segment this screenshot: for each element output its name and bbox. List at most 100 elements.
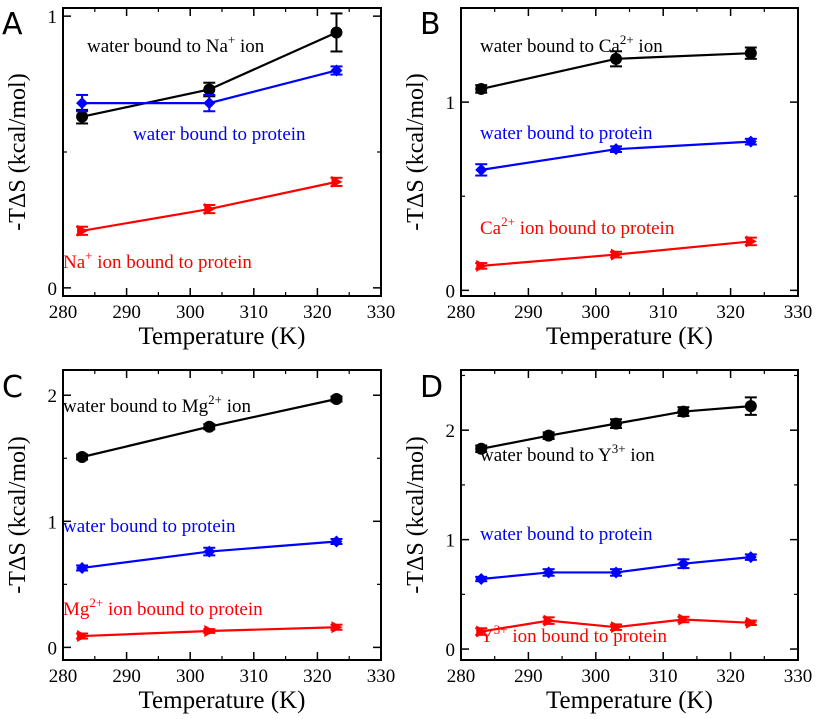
x-tick-label: 310 [649, 666, 678, 687]
y-tick-label: 1 [48, 7, 58, 28]
series-2 [475, 235, 757, 272]
series-1 [475, 551, 757, 586]
y-tick-label: 1 [48, 512, 58, 533]
series-1 [76, 535, 343, 574]
data-point [330, 26, 343, 39]
plot-frame [460, 369, 799, 661]
series-2 [475, 613, 757, 638]
data-point [678, 613, 690, 626]
data-point [610, 566, 623, 579]
x-axis-label: Temperature (K) [139, 687, 306, 714]
data-point [77, 630, 89, 643]
x-tick-label: 290 [514, 666, 543, 687]
data-point [204, 625, 216, 637]
data-point [76, 561, 89, 574]
panel-letter: B [420, 7, 441, 42]
x-tick-label: 290 [112, 666, 141, 687]
series-0 [475, 46, 757, 95]
data-point [543, 614, 555, 627]
data-point [611, 248, 623, 261]
x-tick-label: 300 [582, 302, 611, 323]
panel-letter: A [2, 7, 23, 42]
data-point [610, 417, 623, 430]
x-tick-label: 320 [303, 302, 332, 323]
data-point [204, 203, 216, 216]
x-tick-label: 320 [716, 302, 745, 323]
x-tick-label: 320 [716, 666, 745, 687]
annotation: water bound to Na+ ion [87, 32, 265, 57]
y-tick-label: 1 [446, 531, 456, 552]
x-tick-label: 290 [112, 302, 141, 323]
x-tick-label: 320 [303, 666, 332, 687]
data-point [331, 175, 343, 188]
panel-letter: C [2, 370, 23, 405]
data-point [76, 97, 89, 110]
series-1 [76, 64, 343, 113]
y-tick-label: 0 [48, 638, 58, 659]
data-point [330, 64, 343, 77]
data-point [203, 545, 216, 558]
x-tick-label: 290 [514, 302, 543, 323]
chart-panel-a: A 280 290 300 310 320 330 0 1 Temperature (K) -TΔS… [2, 7, 395, 350]
annotation: water bound to Ca2+ ion [480, 32, 663, 57]
x-axis-label: Temperature (K) [139, 323, 306, 350]
annotation: water bound to protein [480, 123, 653, 144]
data-point [610, 143, 623, 156]
series-0 [76, 393, 343, 463]
annotation: Na+ ion bound to protein [63, 248, 252, 273]
data-point [476, 259, 488, 272]
data-point [677, 557, 690, 570]
x-tick-label: 280 [447, 666, 476, 687]
y-tick-label: 0 [48, 279, 58, 300]
y-axis-label: -TΔS (kcal/mol) [403, 73, 429, 230]
x-axis-label: Temperature (K) [546, 687, 713, 714]
annotation: water bound to Y3+ ion [480, 441, 655, 466]
data-point [203, 420, 216, 433]
chart-panel-c: C 280 290 300 310 320 330 0 1 2 Temperature (K) -TΔ… [2, 369, 396, 714]
annotation: water bound to Mg2+ ion [63, 392, 251, 417]
data-point [330, 393, 343, 405]
x-tick-label: 330 [367, 666, 396, 687]
data-point [476, 625, 488, 638]
x-tick-label: 300 [176, 302, 205, 323]
x-tick-label: 310 [649, 302, 678, 323]
chart-panel-d: D 280 290 300 310 320 330 0 1 2 Temperature (K) -TΔ… [403, 369, 812, 714]
data-point [203, 83, 216, 96]
data-point [475, 82, 488, 95]
data-point [76, 451, 89, 463]
y-axis-label: -TΔS (kcal/mol) [403, 436, 429, 593]
data-point [203, 97, 216, 110]
data-point [475, 442, 488, 455]
data-point [542, 429, 555, 442]
data-point [611, 621, 623, 634]
panel-letter: D [420, 370, 443, 405]
data-point [744, 400, 757, 413]
data-point [330, 535, 343, 548]
x-tick-label: 330 [367, 302, 396, 323]
y-tick-label: 0 [446, 281, 456, 302]
x-axis-label: Temperature (K) [546, 323, 713, 350]
y-tick-label: 2 [48, 386, 58, 407]
y-axis-label: -TΔS (kcal/mol) [5, 436, 31, 593]
y-tick-label: 0 [446, 640, 456, 661]
chart-panel-b: B 280 290 300 310 320 330 0 1 Temperature (K) -TΔS… [403, 7, 812, 350]
data-point [77, 224, 89, 237]
data-point [331, 621, 343, 634]
series-2 [76, 621, 343, 643]
y-tick-label: 1 [446, 93, 456, 114]
series-1 [475, 135, 757, 177]
annotation: Mg2+ ion bound to protein [63, 595, 263, 620]
data-point [744, 47, 757, 60]
y-axis-label: -TΔS (kcal/mol) [5, 73, 31, 230]
x-tick-label: 280 [49, 302, 78, 323]
y-tick-label: 2 [446, 421, 456, 442]
annotation: Ca2+ ion bound to protein [480, 214, 675, 239]
data-point [677, 405, 690, 418]
x-tick-label: 280 [447, 302, 476, 323]
series-0 [475, 396, 757, 455]
x-tick-label: 330 [784, 302, 813, 323]
x-tick-label: 310 [240, 666, 269, 687]
data-point [744, 551, 757, 564]
data-point [745, 616, 757, 629]
